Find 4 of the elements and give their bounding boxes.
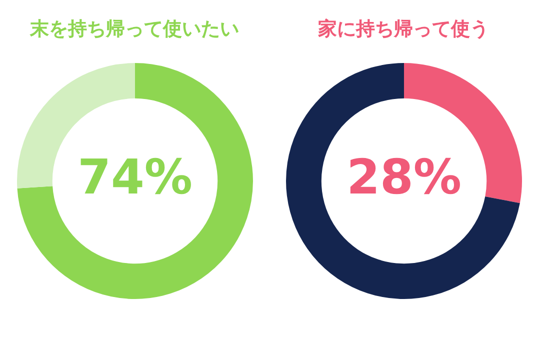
chart-title: 末を持ち帰って使いたい bbox=[30, 17, 239, 42]
chart-title: 家に持ち帰って使う bbox=[318, 17, 489, 42]
data-label: 74% bbox=[77, 149, 192, 206]
data-label: 28% bbox=[346, 149, 461, 206]
